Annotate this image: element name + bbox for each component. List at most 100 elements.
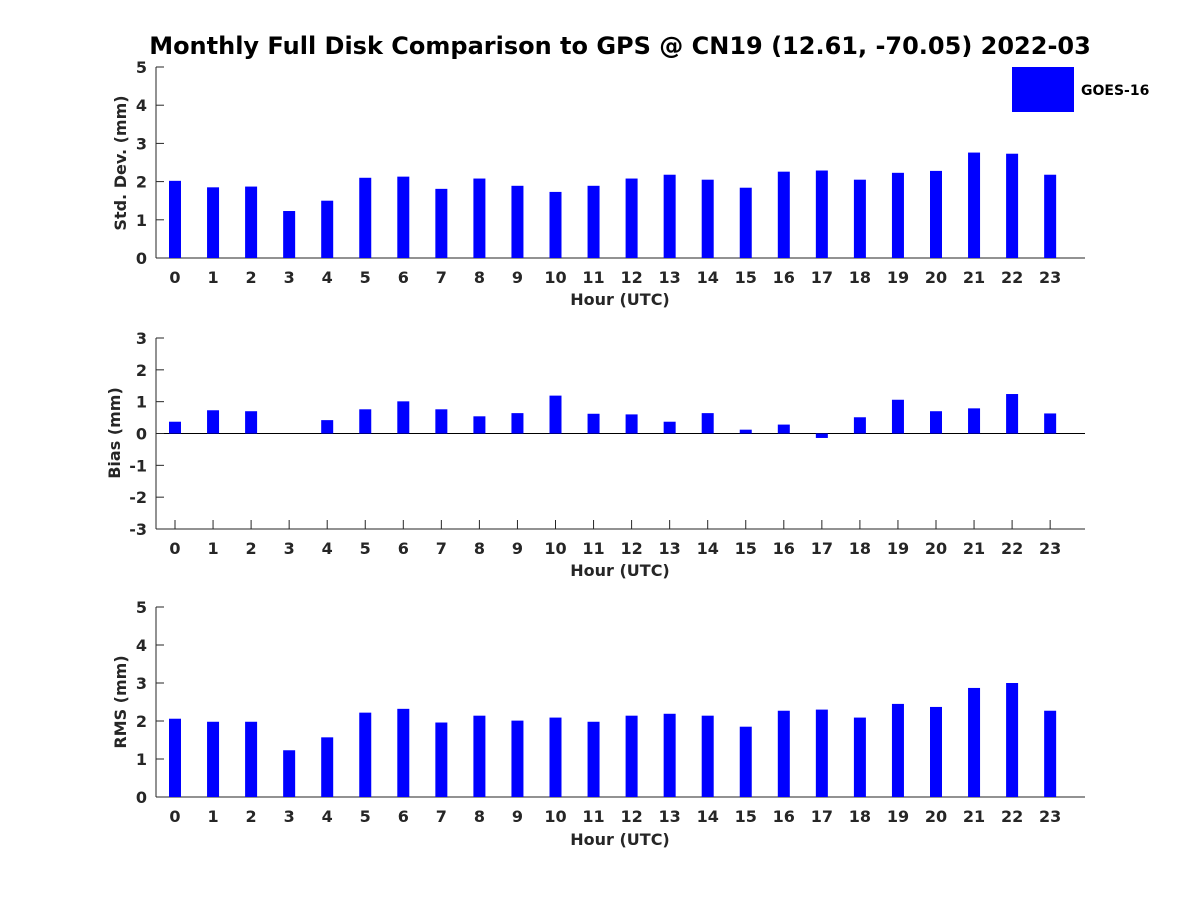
x-tick-label: 2 [246, 268, 257, 287]
bar-std-dev-hour-4 [321, 200, 334, 258]
x-tick-label: 19 [887, 807, 909, 826]
bar-std-dev-hour-18 [853, 179, 866, 258]
x-tick-label: 4 [322, 807, 333, 826]
bar-bias-hour-19 [891, 399, 904, 434]
bar-std-dev-hour-2 [245, 186, 258, 258]
bar-rms-hour-23 [1044, 710, 1057, 797]
x-tick-label: 9 [512, 539, 523, 558]
bar-std-dev-hour-7 [435, 188, 448, 258]
bar-std-dev-hour-16 [777, 171, 790, 258]
x-axis-label-std-dev: Hour (UTC) [570, 290, 670, 309]
bar-std-dev-hour-17 [815, 170, 828, 258]
bar-std-dev-hour-11 [587, 185, 600, 258]
x-tick-label: 11 [582, 268, 604, 287]
x-tick-label: 21 [963, 807, 985, 826]
x-tick-label: 22 [1001, 268, 1023, 287]
y-tick-label: 3 [136, 674, 147, 693]
bar-std-dev-hour-14 [701, 179, 714, 258]
x-tick-label: 0 [169, 807, 180, 826]
bar-bias-hour-2 [245, 411, 258, 434]
y-tick-label: 0 [136, 788, 147, 807]
x-tick-label: 13 [659, 268, 681, 287]
x-tick-label: 18 [849, 539, 871, 558]
bar-std-dev-hour-20 [930, 170, 942, 258]
bar-bias-hour-10 [549, 395, 562, 434]
y-tick-label: 1 [136, 393, 147, 412]
bar-bias-hour-11 [587, 413, 600, 434]
x-tick-label: 18 [849, 807, 871, 826]
bar-bias-hour-23 [1044, 413, 1057, 434]
y-tick-label: 2 [136, 173, 147, 192]
x-tick-label: 16 [773, 807, 795, 826]
x-tick-label: 2 [246, 807, 257, 826]
x-tick-label: 17 [811, 268, 833, 287]
bar-bias-hour-6 [397, 401, 410, 434]
bar-bias-hour-12 [625, 414, 638, 434]
y-tick-label: -3 [129, 520, 147, 539]
x-axis-label-bias: Hour (UTC) [570, 561, 670, 580]
x-tick-label: 22 [1001, 539, 1023, 558]
x-tick-label: 14 [697, 539, 719, 558]
bar-rms-hour-16 [777, 710, 790, 797]
x-tick-label: 17 [811, 807, 833, 826]
y-tick-label: 2 [136, 712, 147, 731]
bar-rms-hour-13 [663, 713, 676, 797]
bar-std-dev-hour-23 [1044, 174, 1057, 258]
x-tick-label: 20 [925, 539, 947, 558]
bar-std-dev-hour-0 [169, 180, 181, 258]
bar-bias-hour-18 [853, 417, 866, 434]
x-tick-label: 8 [474, 807, 485, 826]
x-tick-label: 13 [659, 807, 681, 826]
x-tick-label: 5 [360, 268, 371, 287]
x-tick-label: 23 [1039, 539, 1061, 558]
x-tick-label: 0 [169, 268, 180, 287]
y-tick-label: 2 [136, 361, 147, 380]
x-tick-label: 3 [284, 807, 295, 826]
bar-bias-hour-22 [1006, 394, 1019, 434]
bar-std-dev-hour-1 [207, 187, 220, 258]
x-tick-label: 5 [360, 539, 371, 558]
bar-rms-hour-22 [1006, 683, 1019, 797]
y-tick-label: 1 [136, 750, 147, 769]
x-tick-label: 23 [1039, 268, 1061, 287]
x-tick-label: 4 [322, 268, 333, 287]
x-tick-label: 10 [544, 807, 566, 826]
x-tick-label: 4 [322, 539, 333, 558]
bar-std-dev-hour-19 [891, 172, 904, 258]
bar-rms-hour-4 [321, 737, 334, 797]
bar-std-dev-hour-21 [968, 152, 981, 258]
bar-rms-hour-20 [930, 706, 942, 797]
x-tick-label: 6 [398, 807, 409, 826]
legend-swatch [1012, 67, 1074, 112]
x-tick-label: 22 [1001, 807, 1023, 826]
bar-std-dev-hour-5 [359, 177, 372, 258]
bar-bias-hour-13 [663, 421, 676, 434]
x-tick-label: 8 [474, 268, 485, 287]
legend-label: GOES-16 [1081, 83, 1149, 99]
x-tick-label: 20 [925, 268, 947, 287]
x-tick-label: 14 [697, 268, 719, 287]
bar-bias-hour-9 [511, 413, 524, 434]
bar-rms-hour-21 [968, 687, 981, 797]
y-tick-label: 5 [136, 58, 147, 77]
bar-rms-hour-15 [739, 726, 752, 797]
bar-bias-hour-0 [169, 421, 181, 434]
x-tick-label: 7 [436, 539, 447, 558]
legend: GOES-16 [1012, 67, 1149, 112]
bar-rms-hour-11 [587, 721, 600, 797]
x-tick-label: 7 [436, 268, 447, 287]
bar-std-dev-hour-8 [473, 178, 486, 258]
x-tick-label: 16 [773, 539, 795, 558]
bar-rms-hour-0 [169, 718, 181, 797]
bar-bias-hour-1 [207, 410, 220, 434]
x-tick-label: 9 [512, 268, 523, 287]
y-axis-label-std-dev: Std. Dev. (mm) [111, 95, 130, 230]
bar-rms-hour-7 [435, 722, 448, 797]
chart-title: Monthly Full Disk Comparison to GPS @ CN… [149, 32, 1091, 60]
bar-bias-hour-8 [473, 416, 486, 434]
y-tick-label: 0 [136, 249, 147, 268]
bar-bias-hour-17 [815, 433, 828, 438]
y-tick-label: 4 [136, 636, 147, 655]
